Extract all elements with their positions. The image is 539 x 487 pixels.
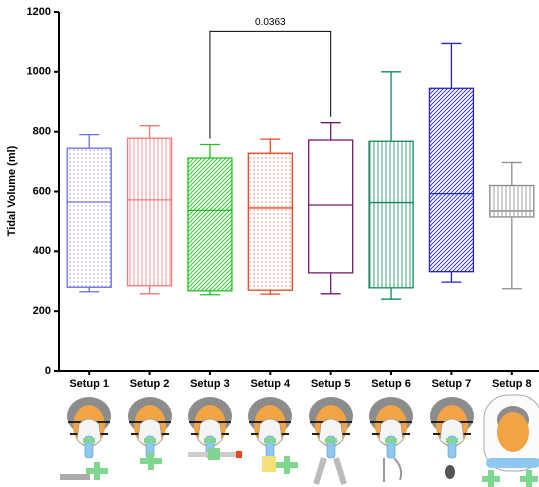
x-tick-label: Setup 7 (432, 378, 472, 390)
p-value: 0.0363 (255, 17, 286, 28)
icon-part (520, 470, 538, 487)
x-tick-label: Setup 1 (69, 378, 109, 390)
icon-part (497, 412, 529, 452)
icon-part (262, 456, 276, 472)
box (126, 137, 173, 287)
box (247, 152, 293, 291)
icon-part (208, 448, 220, 460)
x-tick-label: Setup 8 (492, 378, 532, 390)
y-tick-label: 800 (33, 126, 51, 138)
box (66, 147, 112, 288)
significance-bracket (209, 30, 332, 139)
icon-part (86, 462, 108, 480)
x-tick-label: Setup 3 (190, 378, 230, 390)
icon-part (486, 458, 539, 468)
icon-part (60, 474, 90, 480)
icon-part (140, 452, 162, 470)
y-axis-label: Tidal Volume (ml) (6, 145, 18, 236)
x-tick-label: Setup 2 (130, 378, 170, 390)
x-tick-label: Setup 5 (311, 378, 351, 390)
x-tick-label: Setup 6 (371, 378, 411, 390)
y-tick-label: 200 (33, 305, 51, 317)
box (428, 87, 475, 273)
y-tick-label: 1000 (27, 66, 51, 78)
icon-part (313, 457, 347, 485)
y-tick-label: 0 (45, 365, 51, 377)
setup-icons (60, 394, 539, 487)
y-tick-label: 400 (33, 245, 51, 257)
icon-part (276, 456, 298, 474)
box (489, 184, 535, 218)
box (187, 157, 233, 292)
icon-part (236, 451, 242, 458)
icon-part (383, 457, 403, 482)
y-tick-label: 1200 (27, 6, 51, 18)
y-tick-label: 600 (33, 185, 51, 197)
icon-part (482, 470, 500, 487)
box (368, 140, 414, 289)
x-tick-label: Setup 4 (250, 378, 291, 390)
icon-part (445, 465, 455, 479)
box (308, 139, 354, 274)
